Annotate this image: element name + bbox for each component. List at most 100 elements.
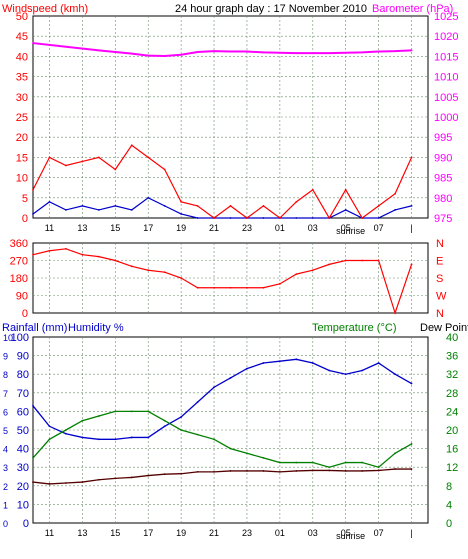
data-point xyxy=(163,168,166,171)
data-point xyxy=(377,362,380,364)
temp-humidity-panel: 0 01 102 203 304 405 506 607 708 809 9010100048121… xyxy=(3,332,458,541)
data-point xyxy=(311,469,314,472)
data-point xyxy=(311,188,314,191)
humidity-tick-label: 30 xyxy=(17,462,29,474)
x-tick-label: 17 xyxy=(143,223,153,233)
sunrise-label: sunrise xyxy=(336,531,365,541)
humidity-tick-label: 0 xyxy=(23,518,29,530)
direction-tick-label: 0 xyxy=(22,308,28,320)
data-point xyxy=(97,478,100,481)
x-tick-label: 23 xyxy=(242,223,252,233)
rainfall-tick-label: 1 xyxy=(3,500,8,510)
data-point xyxy=(377,259,380,262)
barometer-tick-label: 1010 xyxy=(434,72,458,84)
windspeed-tick-label: 15 xyxy=(16,152,28,164)
data-point xyxy=(196,286,199,289)
series-line xyxy=(32,468,412,485)
windspeed-axis-label: Windspeed (kmh) xyxy=(2,3,88,15)
series-line xyxy=(32,144,413,220)
data-point xyxy=(229,377,232,379)
data-point xyxy=(180,213,183,215)
series-line xyxy=(32,248,413,315)
x-tick-label: 07 xyxy=(374,528,384,538)
data-point xyxy=(246,286,248,289)
barometer-tick-label: 995 xyxy=(434,132,452,144)
data-point xyxy=(81,436,84,439)
data-point xyxy=(114,477,117,480)
barometer-tick-label: 1020 xyxy=(434,31,458,43)
data-point xyxy=(81,481,84,483)
data-point xyxy=(97,438,100,441)
data-point xyxy=(65,482,67,484)
humidity-tick-label: 20 xyxy=(17,481,29,493)
data-point xyxy=(410,49,413,52)
data-point xyxy=(295,470,298,472)
data-point xyxy=(163,425,166,428)
compass-label: N xyxy=(436,308,444,320)
rainfall-tick-label: 0 xyxy=(3,519,8,529)
data-point xyxy=(196,470,199,473)
data-point xyxy=(344,209,347,211)
rainfall-tick-label: 6 xyxy=(3,407,8,417)
wind-barometer-panel: 0510152025303540455097598098599099510001… xyxy=(16,11,459,236)
data-point xyxy=(81,204,84,207)
data-point xyxy=(262,51,265,54)
data-point xyxy=(295,217,298,219)
data-point xyxy=(295,461,298,464)
data-point xyxy=(48,200,51,203)
temperature-tick-label: 16 xyxy=(446,444,458,456)
data-point xyxy=(130,410,133,413)
data-point xyxy=(114,259,117,262)
data-point xyxy=(328,263,331,266)
data-point xyxy=(344,51,347,54)
data-point xyxy=(196,51,199,53)
data-point xyxy=(246,470,248,472)
data-point xyxy=(163,473,166,476)
data-point xyxy=(97,49,100,52)
data-point xyxy=(114,168,117,171)
data-point xyxy=(246,367,248,370)
data-point xyxy=(377,469,380,472)
data-point xyxy=(394,209,396,211)
x-tick-label: 01 xyxy=(275,528,285,538)
data-point xyxy=(344,461,347,464)
x-tick-label: 01 xyxy=(275,223,285,233)
humidity-tick-label: 100 xyxy=(11,332,29,344)
data-point xyxy=(361,259,364,262)
windspeed-tick-label: 10 xyxy=(16,173,28,185)
data-point xyxy=(213,50,215,53)
humidity-tick-label: 50 xyxy=(17,425,29,437)
data-point xyxy=(147,156,150,159)
data-point xyxy=(410,204,413,207)
humidity-axis-label: Humidity % xyxy=(68,322,124,334)
data-point xyxy=(246,50,248,53)
temperature-tick-label: 4 xyxy=(446,499,452,511)
windspeed-tick-label: 20 xyxy=(16,132,28,144)
data-point xyxy=(344,373,347,376)
temperature-tick-label: 8 xyxy=(446,481,452,493)
data-point xyxy=(295,52,298,55)
data-point xyxy=(180,429,183,431)
data-point xyxy=(213,286,215,289)
data-point xyxy=(394,50,396,53)
temperature-tick-label: 24 xyxy=(446,406,458,418)
data-point xyxy=(130,265,133,268)
data-point xyxy=(229,470,232,472)
data-point xyxy=(262,204,265,207)
data-point xyxy=(130,144,133,147)
data-point xyxy=(328,369,331,372)
barometer-axis-label: Barometer (hPa) xyxy=(372,3,453,15)
humidity-tick-label: 90 xyxy=(17,351,29,363)
windspeed-tick-label: 0 xyxy=(22,213,28,225)
data-point xyxy=(147,54,150,57)
rainfall-tick-label: 9 xyxy=(3,352,8,362)
data-point xyxy=(81,253,84,256)
direction-tick-label: 180 xyxy=(10,273,28,285)
data-point xyxy=(410,382,413,385)
data-point xyxy=(97,255,100,258)
data-point xyxy=(229,50,232,53)
chart-title: 24 hour graph day : 17 November 2010 xyxy=(175,3,367,15)
rainfall-tick-label: 3 xyxy=(3,463,8,473)
